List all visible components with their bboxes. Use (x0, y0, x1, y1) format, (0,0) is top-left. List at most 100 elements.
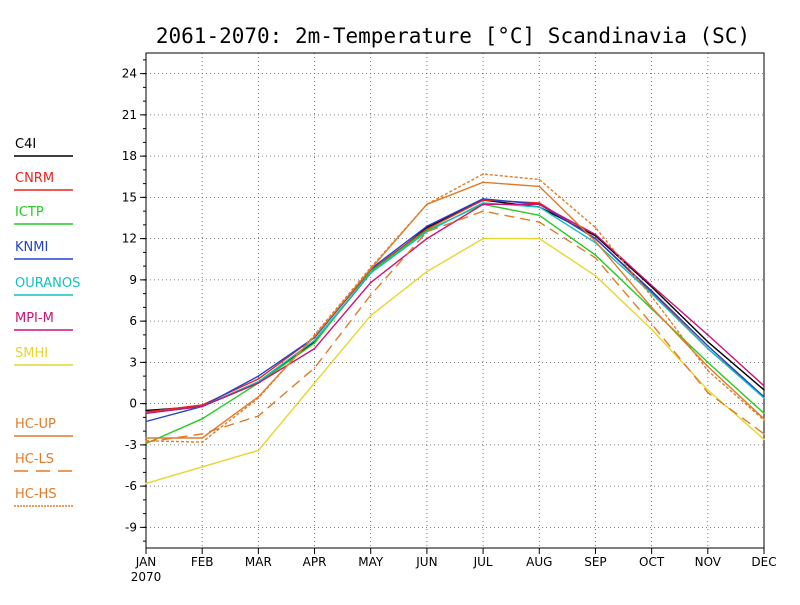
x-tick-label: FEB (191, 555, 214, 569)
series-layer (145, 173, 765, 485)
data-point-ictp (201, 417, 203, 420)
data-point-ouranos (538, 206, 541, 208)
data-point-smhi (145, 482, 147, 485)
series-line-smhi (145, 237, 765, 485)
data-point-knmi (257, 375, 260, 377)
data-point-smhi (763, 438, 765, 441)
data-point-hc-ls (201, 433, 203, 435)
data-point-hc-hs (707, 369, 709, 372)
y-tick-label: 3 (129, 355, 137, 369)
data-point-mpi-m (482, 203, 484, 206)
data-point-hc-ls (313, 367, 316, 369)
data-point-smhi (594, 274, 597, 277)
data-point-knmi (594, 237, 597, 240)
data-point-hc-up (538, 185, 541, 188)
legend-label-smhi: SMHI (15, 346, 48, 361)
series-line-ouranos (145, 202, 765, 414)
data-point-hc-ls (594, 257, 597, 259)
y-tick-label: 0 (129, 397, 137, 411)
data-point-mpi-m (145, 412, 147, 415)
data-point-ictp (145, 442, 147, 445)
data-point-knmi (482, 197, 484, 200)
data-point-ictp (313, 342, 316, 344)
y-tick-label: 6 (129, 314, 137, 328)
y-tick-label: 9 (129, 273, 137, 287)
data-point-cnrm (257, 378, 260, 380)
data-point-mpi-m (594, 233, 597, 236)
x-tick-label: JUL (473, 555, 493, 569)
data-point-ouranos (313, 339, 316, 342)
legend-label-hc-ls: HC-LS (15, 452, 54, 467)
data-point-ictp (707, 361, 709, 364)
legend-label-knmi: KNMI (15, 240, 48, 255)
data-point-cnrm (538, 202, 541, 204)
data-point-hc-hs (426, 203, 428, 206)
data-point-hc-up (145, 437, 147, 439)
chart-title: 2061-2070: 2m-Temperature [°C] Scandinav… (156, 24, 750, 48)
data-point-hc-up (482, 181, 484, 184)
data-point-hc-ls (145, 441, 147, 443)
data-point-hc-ls (482, 210, 484, 212)
data-point-hc-up (763, 417, 765, 420)
data-point-smhi (707, 389, 709, 391)
plot-frame (145, 52, 765, 549)
data-point-mpi-m (707, 334, 709, 336)
y-tick-label: -9 (125, 520, 137, 534)
data-point-hc-up (594, 240, 597, 243)
y-tick-label: 18 (122, 149, 137, 163)
x-tick-label: APR (303, 555, 327, 569)
data-point-hc-hs (313, 334, 316, 336)
legend-label-cnrm: CNRM (15, 171, 54, 186)
data-point-hc-hs (257, 397, 260, 399)
series-line-c4i (145, 199, 765, 412)
data-point-c4i (145, 409, 147, 412)
data-point-hc-up (201, 437, 203, 439)
legend-label-mpi-m: MPI-M (15, 311, 54, 326)
data-point-hc-ls (650, 323, 653, 325)
data-point-cnrm (145, 411, 147, 413)
y-tick-label: -3 (125, 438, 137, 452)
legend: C4I CNRM ICTP KNMI OURANOS MPI-M SMHI HC-UP HC-L… (14, 137, 80, 507)
data-point-mpi-m (763, 384, 765, 387)
y-tick-label: 15 (122, 190, 137, 204)
data-point-knmi (145, 420, 147, 423)
data-point-hc-hs (369, 266, 372, 269)
data-point-smhi (369, 314, 372, 317)
data-point-mpi-m (257, 382, 260, 384)
data-point-hc-hs (763, 419, 765, 421)
legend-label-hc-up: HC-UP (15, 417, 56, 432)
series-line-hc-up (146, 181, 765, 439)
data-point-ictp (538, 214, 541, 217)
data-point-hc-hs (650, 295, 653, 298)
data-point-hc-up (257, 395, 260, 398)
data-point-hc-ls (426, 230, 428, 233)
series-line-ictp (145, 203, 765, 445)
x-tick-label: JUN (415, 555, 437, 569)
x-tick-label: SEP (584, 555, 606, 569)
data-point-ictp (426, 229, 428, 232)
data-point-ouranos (707, 347, 709, 350)
data-point-c4i (763, 389, 765, 391)
data-point-knmi (426, 225, 428, 228)
data-point-ictp (594, 254, 597, 256)
data-point-mpi-m (201, 405, 203, 408)
data-point-hc-up (707, 365, 709, 368)
data-point-hc-ls (707, 391, 709, 394)
series-line-hc-hs (145, 173, 765, 443)
grid-layer (146, 53, 764, 548)
data-point-hc-ls (257, 415, 260, 417)
x-tick-label: OCT (639, 555, 665, 569)
data-point-hc-up (650, 306, 653, 309)
y-tick-label: 24 (122, 67, 137, 81)
data-point-smhi (313, 382, 316, 384)
data-point-knmi (707, 345, 709, 347)
data-point-hc-up (369, 268, 372, 270)
data-point-hc-hs (482, 173, 484, 175)
data-point-smhi (650, 328, 653, 331)
y-tick-label: -6 (125, 479, 137, 493)
data-point-mpi-m (650, 284, 653, 287)
data-point-hc-hs (201, 441, 203, 443)
y-tick-label: 21 (122, 108, 137, 122)
